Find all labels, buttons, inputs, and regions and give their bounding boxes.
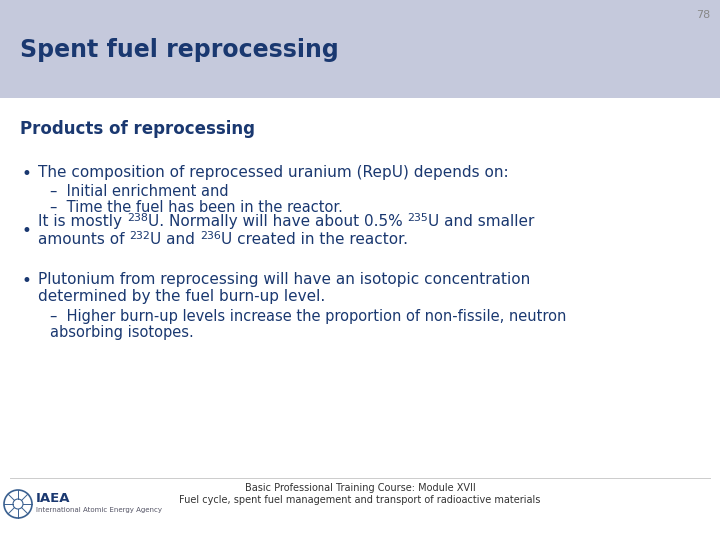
Text: International Atomic Energy Agency: International Atomic Energy Agency xyxy=(36,507,162,513)
Text: 235: 235 xyxy=(408,213,428,223)
Text: •: • xyxy=(22,222,32,240)
Text: U created in the reactor.: U created in the reactor. xyxy=(221,232,408,247)
Text: 236: 236 xyxy=(200,231,221,241)
FancyBboxPatch shape xyxy=(0,98,720,540)
Text: Fuel cycle, spent fuel management and transport of radioactive materials: Fuel cycle, spent fuel management and tr… xyxy=(179,495,541,505)
Text: absorbing isotopes.: absorbing isotopes. xyxy=(50,325,194,340)
Text: amounts of: amounts of xyxy=(38,232,130,247)
Text: –  Initial enrichment and: – Initial enrichment and xyxy=(50,184,229,199)
Text: Plutonium from reprocessing will have an isotopic concentration: Plutonium from reprocessing will have an… xyxy=(38,272,530,287)
Text: It is mostly: It is mostly xyxy=(38,214,127,229)
Text: –  Time the fuel has been in the reactor.: – Time the fuel has been in the reactor. xyxy=(50,200,343,215)
Text: Basic Professional Training Course: Module XVII: Basic Professional Training Course: Modu… xyxy=(245,483,475,493)
Text: Products of reprocessing: Products of reprocessing xyxy=(20,120,255,138)
Text: U and: U and xyxy=(150,232,200,247)
Text: –  Higher burn-up levels increase the proportion of non-fissile, neutron: – Higher burn-up levels increase the pro… xyxy=(50,309,567,324)
Text: The composition of reprocessed uranium (RepU) depends on:: The composition of reprocessed uranium (… xyxy=(38,165,508,180)
Text: 78: 78 xyxy=(696,10,710,20)
Text: 232: 232 xyxy=(130,231,150,241)
Text: 238: 238 xyxy=(127,213,148,223)
Text: U and smaller: U and smaller xyxy=(428,214,534,229)
Text: Spent fuel reprocessing: Spent fuel reprocessing xyxy=(20,38,338,62)
Text: •: • xyxy=(22,272,32,290)
Text: U. Normally will have about 0.5%: U. Normally will have about 0.5% xyxy=(148,214,408,229)
Text: determined by the fuel burn-up level.: determined by the fuel burn-up level. xyxy=(38,289,325,304)
Text: IAEA: IAEA xyxy=(36,491,71,504)
Text: •: • xyxy=(22,165,32,183)
FancyBboxPatch shape xyxy=(0,0,720,98)
